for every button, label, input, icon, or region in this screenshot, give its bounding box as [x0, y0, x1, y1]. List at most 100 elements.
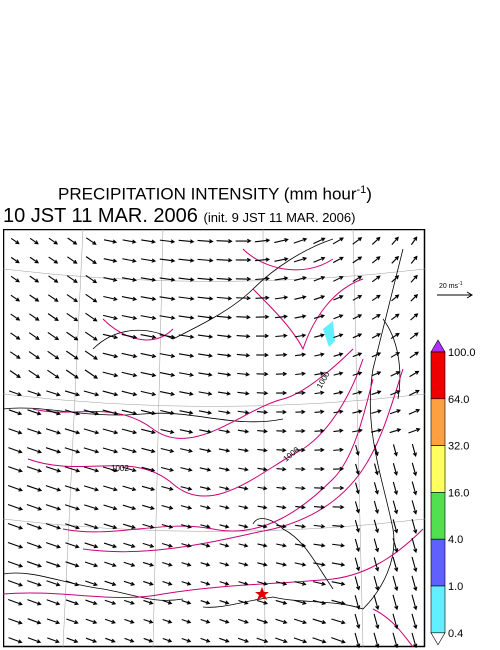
wind-arrow [216, 315, 233, 320]
wind-arrow [411, 575, 418, 592]
wind-arrow [373, 482, 379, 495]
wind-arrow [140, 352, 157, 359]
wind-arrow [312, 618, 327, 625]
wind-arrow [275, 333, 288, 338]
wind-vectors [7, 236, 421, 648]
wind-arrow [255, 276, 270, 281]
wind-arrow [141, 466, 156, 473]
colorbar-segment [430, 538, 446, 587]
wind-arrow [140, 277, 157, 282]
map: 1002 1000 1000 [3, 229, 426, 648]
wind-arrow [333, 295, 344, 301]
wind-arrow [7, 503, 24, 511]
coastline [3, 238, 404, 610]
wind-arrow [10, 275, 20, 283]
wind-arrow [85, 275, 98, 284]
wind-arrow [295, 505, 306, 510]
wind-arrow [276, 486, 287, 491]
wind-arrow [122, 447, 137, 454]
wind-arrow [294, 314, 307, 319]
wind-arrow [238, 448, 249, 453]
wind-arrow [7, 560, 24, 568]
wind-arrow [411, 632, 418, 648]
wind-arrow [294, 295, 307, 300]
wind-arrow [140, 258, 157, 263]
wind-arrow [294, 581, 307, 586]
wind-arrow [411, 556, 418, 573]
wind-arrow [352, 371, 363, 376]
wind-arrow [7, 579, 24, 587]
wind-arrow [276, 467, 287, 472]
wind-arrow [66, 331, 79, 341]
wind-arrow [10, 237, 20, 245]
wind-arrow [83, 409, 100, 416]
wind-arrow [314, 333, 325, 338]
wind-arrow [140, 371, 157, 378]
wind-arrow [10, 256, 20, 264]
wind-arrow [295, 486, 306, 491]
wind-arrow [216, 296, 233, 301]
wind-arrow [370, 428, 383, 433]
wind-arrow [352, 352, 363, 358]
wind-arrow [332, 543, 345, 548]
wind-arrow [67, 256, 78, 264]
wind-arrow [160, 428, 175, 434]
wind-arrow [257, 429, 268, 434]
wind-arrow [161, 485, 174, 491]
title-text: PRECIPITATION INTENSITY (mm hour [58, 184, 357, 204]
wind-arrow [26, 504, 43, 511]
wind-arrow [85, 618, 98, 624]
wind-arrow [238, 467, 249, 472]
wind-arrow [392, 444, 398, 457]
wind-arrow [352, 428, 363, 433]
wind-arrow [391, 275, 400, 283]
wind-arrow [200, 562, 211, 567]
wind-arrow [313, 314, 326, 319]
wind-arrow [27, 390, 42, 397]
wind-arrow [373, 594, 380, 611]
wind-arrow [159, 334, 176, 339]
wind-arrow [159, 277, 176, 282]
wind-arrow [390, 371, 401, 377]
wind-arrow [181, 619, 192, 624]
precip-area [323, 321, 335, 347]
wind-arrow [26, 485, 43, 492]
wind-arrow [121, 314, 138, 321]
wind-arrow [140, 315, 157, 320]
station-star [255, 587, 269, 600]
wind-arrow [102, 466, 118, 473]
wind-arrow [312, 581, 327, 586]
wind-arrow [200, 600, 211, 605]
wind-arrow [293, 256, 308, 263]
wind-arrow [274, 257, 289, 262]
wind-arrow [85, 237, 97, 245]
wind-arrow [219, 618, 230, 624]
wind-arrow [8, 466, 23, 473]
wind-arrow [371, 256, 381, 264]
wind-arrow [217, 372, 232, 377]
wind-arrow [408, 427, 421, 434]
wind-arrow [66, 637, 79, 644]
wind-arrow [27, 428, 42, 435]
wind-arrow [219, 524, 230, 529]
wind-arrow [141, 428, 156, 435]
wind-arrow [275, 371, 288, 377]
wind-arrow [178, 258, 195, 263]
wind-arrow [219, 562, 230, 567]
wind-arrow [84, 331, 98, 341]
wind-arrow [238, 486, 249, 491]
wind-arrow [141, 485, 156, 492]
colorbar-label: 100.0 [448, 347, 476, 359]
wind-arrow [8, 447, 23, 454]
wind-arrow [143, 599, 154, 605]
wind-arrow [103, 239, 118, 244]
wind-arrow [181, 543, 192, 548]
title: PRECIPITATION INTENSITY (mm hour-1) [0, 184, 430, 205]
wind-arrow [373, 500, 379, 515]
wind-arrow [47, 294, 59, 302]
wind-arrow [178, 315, 195, 320]
wind-arrow [255, 314, 270, 320]
wind-arrow [408, 389, 420, 396]
wind-arrow [276, 505, 287, 510]
isobar-label: 1002 [111, 464, 129, 473]
